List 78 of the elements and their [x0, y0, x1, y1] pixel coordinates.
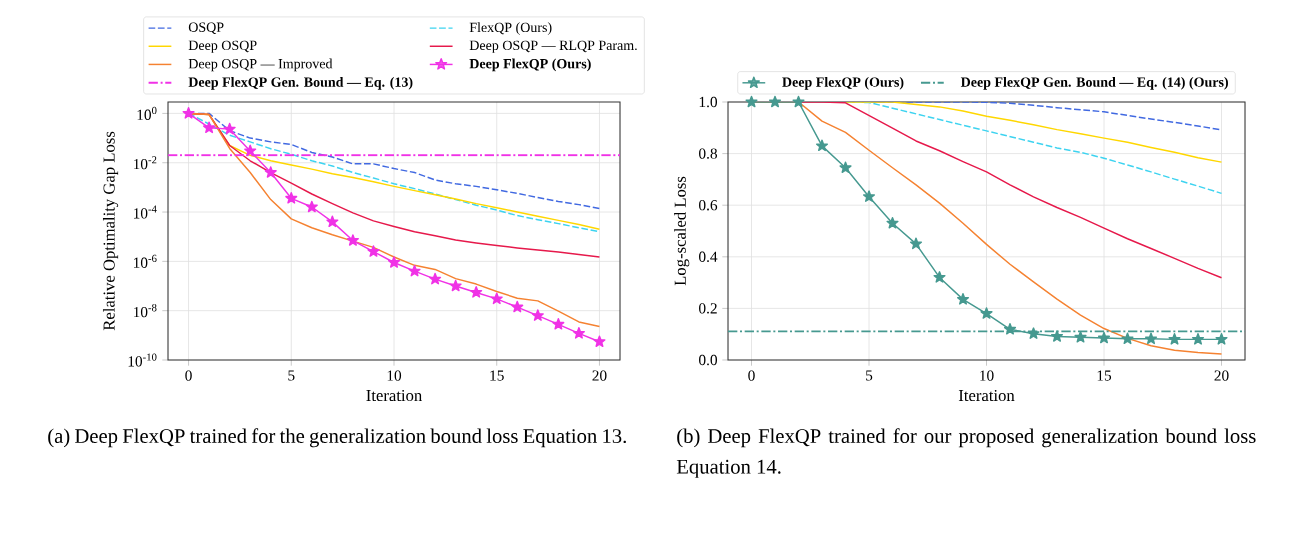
y-tick-label: 0.4: [699, 251, 718, 262]
point: [593, 335, 606, 348]
legend-label: Deep FlexQP (Ours): [469, 58, 591, 72]
x-tick-label: 10: [387, 370, 402, 381]
point: [203, 121, 216, 134]
point: [326, 215, 339, 228]
point: [1191, 333, 1205, 345]
x-axis-title: Iteration: [958, 389, 1015, 402]
legend-label: Deep FlexQP Gen. Bound — Eq. (13): [188, 76, 413, 90]
point: [886, 216, 899, 229]
x-tick-label: 15: [490, 370, 504, 381]
x-tick-label: 5: [288, 370, 295, 381]
x-tick-label: 5: [866, 370, 873, 381]
point: [1050, 330, 1064, 342]
point: [387, 256, 401, 268]
y-tick-label: 0.0: [699, 354, 718, 366]
legend-label: Deep FlexQP (Ours): [782, 76, 904, 90]
x-tick-label: 0: [748, 370, 755, 381]
point: [768, 95, 782, 108]
point: [346, 234, 359, 246]
point: [815, 139, 829, 152]
point: [1121, 332, 1134, 345]
point: [572, 327, 585, 339]
point: [1215, 333, 1228, 345]
point: [511, 300, 524, 313]
y-tick-label: 10$^{0}$: [137, 106, 157, 120]
point: [745, 95, 758, 108]
legend-label: Deep OSQP: [188, 40, 257, 53]
point: [1168, 333, 1181, 345]
y-tick-label: 10$^{-2}$: [134, 156, 157, 170]
point: [429, 272, 442, 285]
x-tick-label: 15: [1097, 370, 1112, 381]
point: [305, 200, 318, 213]
point: [285, 191, 298, 204]
legend-label: Deep OSQP — Improved: [188, 58, 333, 72]
point: [1027, 327, 1040, 339]
y-tick-label: 10$^{-10}$: [128, 353, 157, 367]
legend-label: OSQP: [188, 22, 224, 34]
legend-label: FlexQP (Ours): [469, 22, 552, 35]
y-tick-label: 1.0: [699, 96, 718, 108]
y-tick-label: 10$^{-4}$: [134, 205, 157, 219]
y-axis-title: Log-scaled Loss: [674, 176, 690, 286]
legend-label: Deep FlexQP Gen. Bound — Eq. (14) (Ours): [960, 76, 1228, 90]
point: [490, 292, 503, 305]
point: [933, 271, 946, 283]
text: (a) Deep FlexQP trained for the generalization bound loss Equation 13.: [48, 428, 626, 448]
point: [839, 161, 852, 174]
x-tick-label: 10: [980, 370, 994, 381]
point: [367, 245, 380, 257]
point: [862, 190, 876, 202]
y-tick-label: 10$^{-8}$: [134, 304, 157, 318]
legend-label: Deep OSQP — RLQP Param.: [469, 40, 637, 53]
y-axis-title: Relative Optimality Gap Loss: [102, 131, 119, 331]
y-tick-label: 10$^{-6}$: [134, 254, 157, 268]
point: [223, 122, 236, 135]
y-tick-label: 0.6: [699, 200, 718, 211]
point: [792, 95, 805, 108]
point: [408, 264, 421, 277]
point: [244, 144, 257, 157]
point: [1003, 322, 1017, 335]
x-axis-title: Iteration: [366, 389, 422, 402]
y-tick-label: 0.2: [699, 303, 717, 314]
point: [470, 286, 483, 298]
point: [1144, 332, 1158, 345]
x-tick-label: 20: [592, 370, 607, 381]
text: (b) Deep FlexQP trained for our proposed generalization bound loss Equation 14.: [676, 428, 1256, 478]
point: [264, 166, 277, 178]
point: [980, 307, 993, 319]
point: [182, 107, 195, 119]
point: [909, 237, 923, 250]
point: [449, 279, 462, 292]
point: [956, 293, 970, 305]
x-tick-label: 20: [1214, 370, 1229, 381]
x-tick-label: 0: [185, 370, 192, 381]
point: [552, 317, 565, 330]
point: [1097, 331, 1111, 344]
point: [531, 309, 544, 321]
y-tick-label: 0.8: [699, 148, 718, 159]
